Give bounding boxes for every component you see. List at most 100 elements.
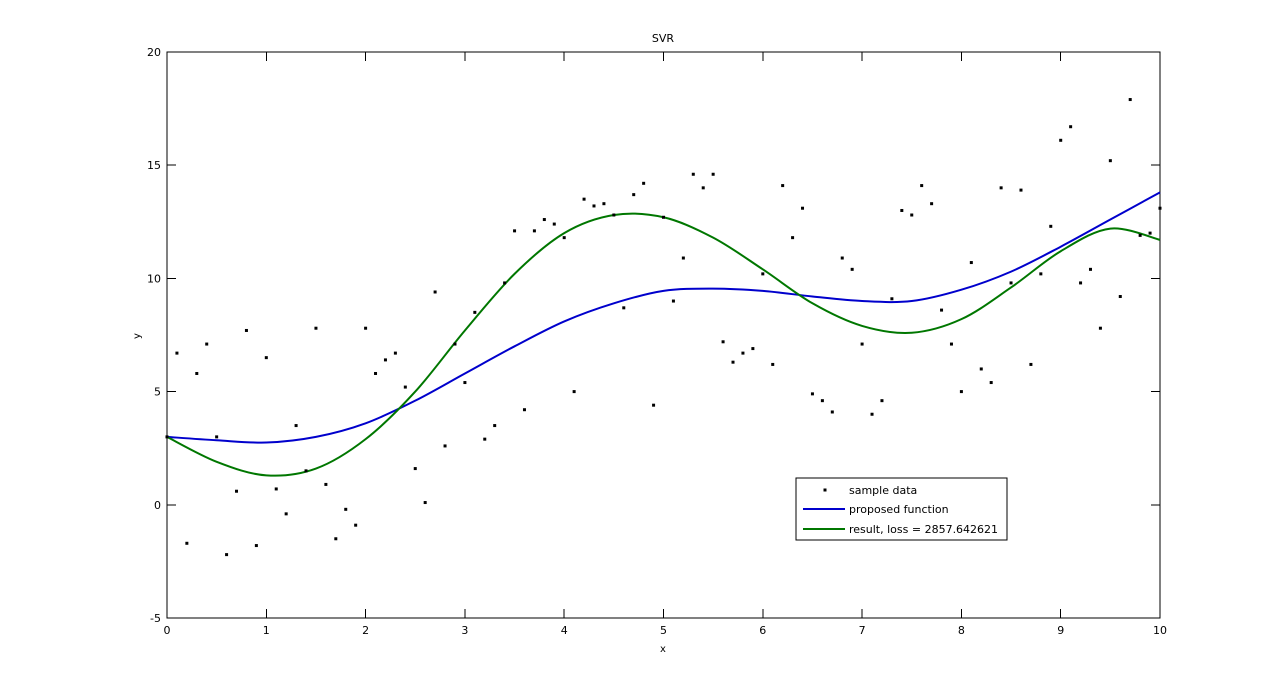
- x-tick-label: 9: [1057, 624, 1064, 637]
- data-point: [870, 412, 874, 416]
- data-point: [225, 553, 229, 557]
- data-point: [801, 206, 805, 210]
- data-point: [423, 501, 427, 505]
- data-point: [1108, 159, 1112, 163]
- data-point: [483, 437, 487, 441]
- data-point: [344, 507, 348, 511]
- data-point: [175, 351, 179, 355]
- x-tick-label: 4: [561, 624, 568, 637]
- data-point: [503, 281, 507, 285]
- legend-marker: [823, 488, 827, 492]
- data-point: [572, 390, 576, 394]
- y-tick-label: 10: [147, 272, 161, 285]
- data-point: [364, 326, 368, 330]
- chart-title: SVR: [652, 32, 675, 45]
- data-point: [205, 342, 209, 346]
- series-line: [166, 191, 1161, 444]
- data-point: [959, 390, 963, 394]
- data-point: [374, 371, 378, 375]
- x-tick-label: 5: [660, 624, 667, 637]
- legend-label: result, loss = 2857.642621: [849, 523, 998, 536]
- data-point: [1029, 362, 1033, 366]
- data-point: [542, 218, 546, 222]
- x-tick-label: 2: [362, 624, 369, 637]
- data-point: [463, 381, 467, 385]
- data-point: [830, 410, 834, 414]
- data-point: [443, 444, 447, 448]
- data-point: [880, 399, 884, 403]
- data-point: [652, 403, 656, 407]
- y-axis-label: y: [132, 333, 143, 339]
- legend-items: sample data proposed function result, loss…: [803, 484, 998, 536]
- legend-label: sample data: [849, 484, 917, 497]
- data-point: [354, 523, 358, 527]
- data-point: [1118, 295, 1122, 299]
- data-point: [900, 208, 904, 212]
- data-point: [195, 371, 199, 375]
- data-point: [1049, 224, 1053, 228]
- y-tick-label: 15: [147, 159, 161, 172]
- data-point: [453, 342, 457, 346]
- data-point: [999, 186, 1003, 190]
- y-tick-label: 0: [154, 499, 161, 512]
- data-point: [662, 215, 665, 219]
- data-point: [383, 358, 387, 362]
- data-point: [930, 202, 934, 206]
- data-point: [284, 512, 288, 516]
- data-point: [1138, 233, 1142, 237]
- x-tick-label: 7: [859, 624, 866, 637]
- data-point: [562, 236, 566, 240]
- data-point: [691, 172, 695, 176]
- data-point: [254, 544, 258, 548]
- data-point: [741, 351, 745, 355]
- series-line: [166, 212, 1161, 477]
- data-point: [681, 256, 685, 260]
- data-point: [294, 424, 298, 428]
- data-point: [642, 181, 646, 185]
- data-point: [185, 541, 189, 545]
- data-point: [274, 487, 278, 491]
- data-point: [513, 229, 517, 233]
- x-tick-label: 6: [759, 624, 766, 637]
- data-point: [810, 392, 814, 396]
- data-point: [1148, 231, 1152, 235]
- data-point: [1019, 188, 1023, 192]
- data-point: [403, 385, 407, 389]
- data-point: [890, 297, 894, 301]
- data-point: [671, 299, 675, 303]
- y-tick-label: 5: [154, 386, 161, 399]
- x-tick-label: 0: [164, 624, 171, 637]
- legend: sample data proposed function result, loss…: [795, 477, 1008, 541]
- data-point: [622, 306, 626, 310]
- data-point: [979, 367, 983, 371]
- data-point: [314, 326, 318, 330]
- data-point: [791, 236, 795, 240]
- series-layer: [165, 98, 1162, 557]
- data-point: [1079, 281, 1083, 285]
- data-point: [393, 351, 397, 355]
- data-point: [860, 342, 864, 346]
- data-point: [304, 469, 308, 473]
- legend-label: proposed function: [849, 503, 949, 516]
- data-point: [612, 213, 616, 217]
- data-point: [632, 193, 636, 197]
- data-point: [1039, 272, 1043, 276]
- data-point: [761, 272, 765, 276]
- data-point: [731, 360, 735, 364]
- data-point: [969, 261, 973, 265]
- data-point: [701, 186, 705, 190]
- x-tick-label: 8: [958, 624, 965, 637]
- data-point: [522, 408, 526, 412]
- data-point: [940, 308, 944, 312]
- data-point: [1098, 326, 1102, 330]
- x-tick-label: 3: [461, 624, 468, 637]
- x-axis-label: x: [660, 644, 666, 655]
- data-point: [949, 342, 953, 346]
- data-point: [989, 381, 993, 385]
- data-point: [244, 328, 248, 332]
- data-point: [532, 229, 536, 233]
- data-point: [751, 347, 755, 351]
- y-tick-label: 20: [147, 46, 161, 59]
- data-point: [552, 222, 556, 226]
